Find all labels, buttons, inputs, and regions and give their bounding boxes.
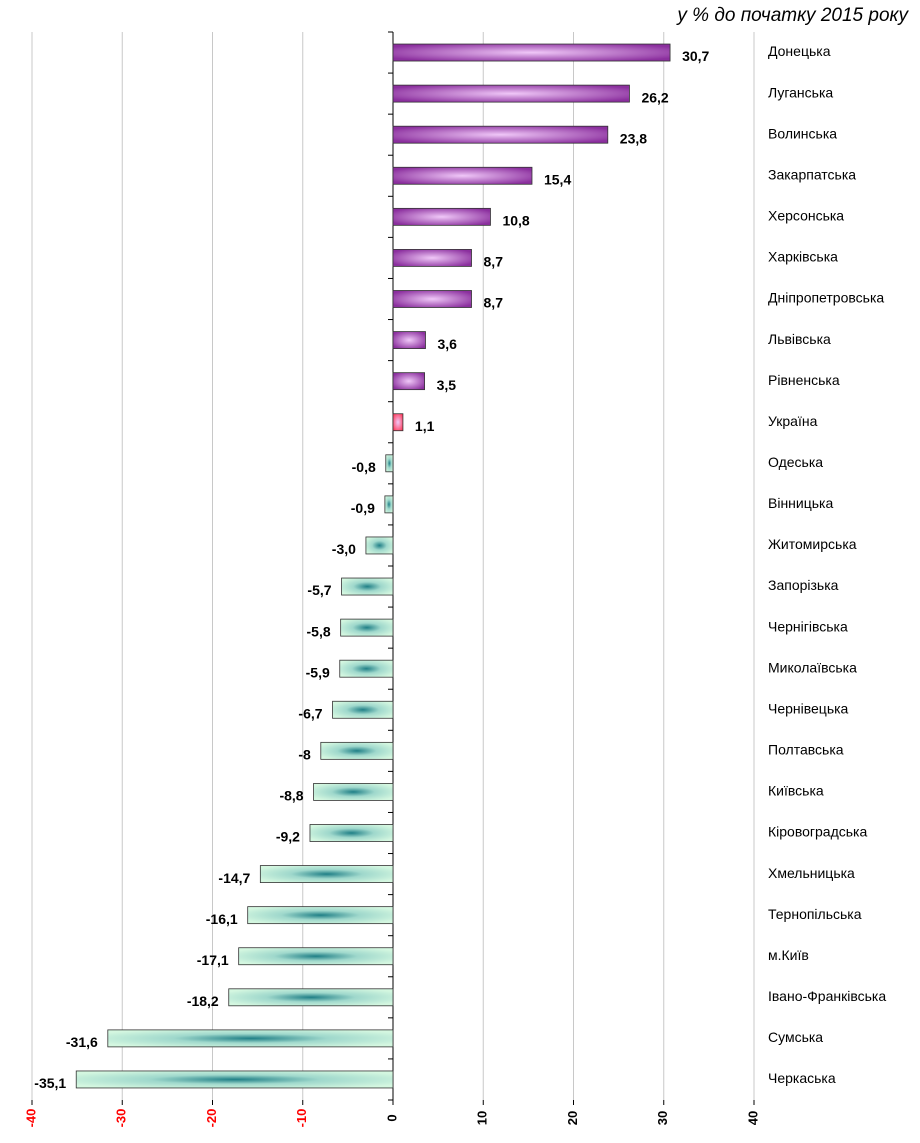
category-label: Дніпропетровська (768, 290, 884, 306)
value-label: -5,9 (306, 664, 330, 680)
bar (238, 947, 394, 966)
x-tick-label: 10 (475, 1111, 490, 1125)
x-tick-label: 40 (745, 1111, 760, 1125)
value-label: 1,1 (415, 418, 435, 434)
bar (392, 413, 404, 432)
bar (392, 166, 533, 185)
category-label: Сумська (768, 1029, 823, 1045)
value-label: 10,8 (502, 213, 529, 229)
bar (320, 741, 394, 760)
category-label: Одеська (768, 454, 823, 470)
bar (247, 906, 394, 925)
x-tick-label: -20 (204, 1109, 219, 1128)
category-label: Херсонська (768, 208, 844, 224)
bar (259, 865, 394, 883)
x-tick-label: -10 (294, 1109, 309, 1128)
bar (392, 249, 472, 267)
value-label: -0,9 (351, 500, 375, 516)
category-label: Миколаївська (768, 659, 857, 675)
category-label: м.Київ (768, 947, 809, 963)
value-label: -17,1 (197, 952, 229, 968)
bar (392, 43, 671, 62)
bar (392, 290, 472, 308)
bar (332, 700, 394, 719)
value-label: -3,0 (332, 541, 356, 557)
bar (339, 659, 394, 678)
value-label: -9,2 (276, 829, 300, 845)
value-label: -5,8 (307, 623, 331, 639)
value-label: -14,7 (218, 870, 250, 886)
bar (340, 618, 394, 637)
x-tick-label: -30 (114, 1109, 129, 1128)
value-label: 8,7 (484, 295, 504, 311)
category-label: Україна (768, 413, 818, 429)
value-label: -35,1 (34, 1075, 66, 1091)
category-label: Житомирська (768, 536, 857, 552)
value-label: 23,8 (620, 130, 647, 146)
bar (313, 783, 394, 801)
value-label: 3,6 (437, 336, 457, 352)
category-label: Луганська (768, 84, 833, 100)
value-label: -8 (298, 747, 311, 763)
category-label: Чернівецька (768, 700, 849, 716)
category-label: Тернопільська (768, 906, 862, 922)
value-label: 8,7 (484, 254, 504, 270)
value-label: -6,7 (298, 705, 322, 721)
bar (392, 372, 425, 391)
bar (392, 207, 491, 226)
value-label: 3,5 (437, 377, 457, 393)
category-label: Полтавська (768, 742, 844, 758)
bar (384, 495, 394, 514)
x-tick-label: 30 (655, 1111, 670, 1125)
value-label: -18,2 (187, 993, 219, 1009)
bar (75, 1070, 394, 1089)
category-label: Вінницька (768, 495, 833, 511)
category-label: Кіровоградська (768, 824, 867, 840)
value-label: 30,7 (682, 48, 709, 64)
bar (107, 1029, 394, 1048)
x-tick-label: 20 (565, 1111, 580, 1125)
category-label: Харківська (768, 249, 838, 265)
bar (385, 454, 394, 473)
category-label: Волинська (768, 125, 837, 141)
value-label: -31,6 (66, 1034, 98, 1050)
bar (228, 988, 394, 1007)
bar (392, 125, 609, 144)
category-label: Київська (768, 783, 824, 799)
category-label: Запорізька (768, 577, 839, 593)
category-label: Хмельницька (768, 865, 855, 881)
subtitle: у % до початку 2015 року (675, 5, 909, 26)
category-label: Донецька (768, 43, 831, 59)
category-label: Івано-Франківська (768, 988, 886, 1004)
bar (365, 536, 394, 555)
bar (341, 577, 394, 596)
value-label: 15,4 (544, 171, 571, 187)
category-label: Закарпатська (768, 166, 856, 182)
bar (392, 84, 630, 103)
value-label: 26,2 (641, 89, 668, 105)
bar (392, 331, 426, 349)
x-tick-label: 0 (384, 1114, 399, 1121)
category-label: Черкаська (768, 1070, 836, 1086)
value-label: -16,1 (206, 911, 238, 927)
category-label: Рівненська (768, 372, 840, 388)
category-label: Львівська (768, 331, 831, 347)
x-tick-label: -40 (23, 1109, 38, 1128)
value-label: -0,8 (352, 459, 376, 475)
value-label: -5,7 (307, 582, 331, 598)
value-label: -8,8 (279, 788, 303, 804)
bar (309, 824, 394, 842)
category-label: Чернігівська (768, 618, 848, 634)
